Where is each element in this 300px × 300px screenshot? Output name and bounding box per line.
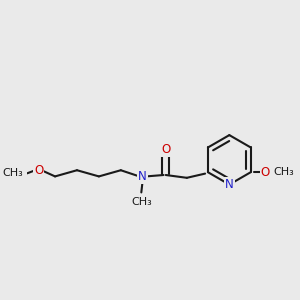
Text: O: O: [34, 164, 43, 177]
Text: CH₃: CH₃: [131, 197, 152, 207]
Text: N: N: [138, 170, 147, 183]
Text: CH₃: CH₃: [273, 167, 294, 177]
Text: CH₃: CH₃: [2, 168, 23, 178]
Text: O: O: [161, 143, 170, 156]
Text: N: N: [225, 178, 234, 191]
Text: O: O: [261, 166, 270, 179]
